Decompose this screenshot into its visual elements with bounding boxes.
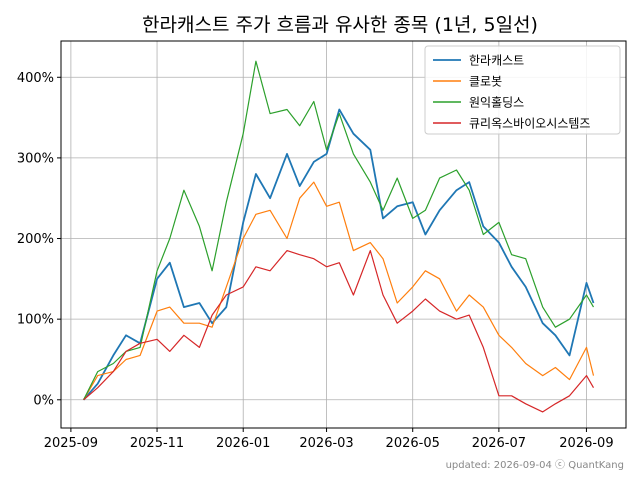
grid-lines [61,41,626,428]
y-tick-label: 200% [17,232,54,247]
chart-title: 한라캐스트 주가 흐름과 유사한 종목 (1년, 5일선) [142,14,538,36]
legend-label: 원익홀딩스 [469,96,524,110]
legend-label: 한라캐스트 [469,54,524,68]
series-line-3 [83,60,595,401]
legend-label: 큐리옥스바이오시스템즈 [469,117,590,131]
series-line-2 [83,181,595,401]
axis-ticks: 0% 100% 200% 300% 400% 2025-09 2025-11 2026-01 2… [17,71,614,451]
x-tick-label: 2026-03 [299,436,353,451]
y-tick-label: 300% [17,151,54,166]
series-lines [82,60,595,413]
series-line-1 [82,108,595,401]
legend-label: 클로봇 [469,75,502,89]
axes-frame [60,40,627,429]
y-tick-label: 0% [33,393,54,408]
footer-text: updated: 2026-09-04 ⓒ QuantKang [446,459,624,471]
y-tick-label: 100% [17,313,54,328]
x-tick-label: 2025-11 [130,436,184,451]
x-tick-label: 2026-09 [559,436,613,451]
legend-box [424,45,621,135]
series-line-4 [83,250,595,413]
x-tick-label: 2026-05 [386,436,440,451]
x-tick-label: 2025-09 [44,436,98,451]
x-tick-label: 2026-07 [472,436,526,451]
x-tick-label: 2026-01 [216,436,270,451]
y-tick-label: 400% [17,71,54,86]
